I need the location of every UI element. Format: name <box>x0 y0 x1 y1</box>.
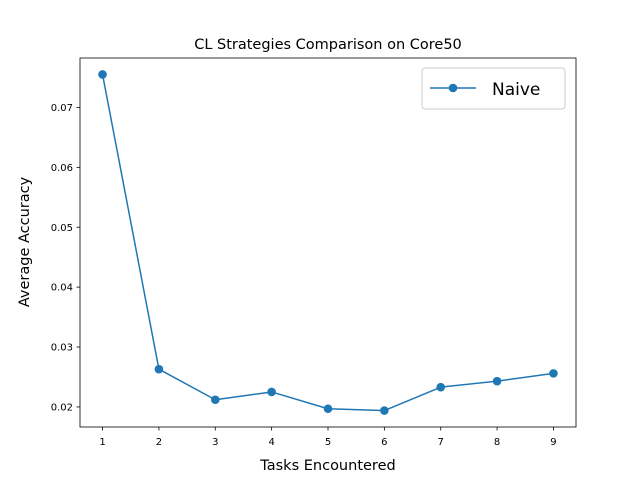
legend: Naive <box>421 67 566 110</box>
legend-marker-swatch <box>448 83 458 93</box>
chart-title: CL Strategies Comparison on Core50 <box>194 37 462 53</box>
x-tick-label: 8 <box>494 437 500 448</box>
x-tick-label: 7 <box>438 437 444 448</box>
x-axis-label: Tasks Encountered <box>259 458 395 474</box>
data-point <box>154 364 164 374</box>
data-point <box>380 406 389 415</box>
y-tick-label: 0.04 <box>51 283 73 294</box>
x-tick-label: 4 <box>268 437 274 448</box>
legend-entry-naive: Naive <box>492 80 540 100</box>
y-tick-label: 0.06 <box>51 163 73 174</box>
x-tick-label: 9 <box>550 437 556 448</box>
plot-series <box>98 70 558 415</box>
x-tick-label: 6 <box>381 437 387 448</box>
x-tick-label: 5 <box>325 437 331 448</box>
y-tick-label: 0.05 <box>51 223 73 234</box>
y-tick-label: 0.02 <box>51 403 73 414</box>
data-point <box>267 387 276 397</box>
data-point <box>549 369 558 378</box>
y-axis-ticks: 0.02 0.03 0.04 0.05 0.06 0.07 <box>51 103 80 414</box>
x-tick-label: 2 <box>156 437 162 448</box>
data-point <box>436 382 446 392</box>
x-axis-ticks: 1 2 3 4 5 6 7 8 9 <box>99 427 557 448</box>
y-tick-label: 0.07 <box>51 103 73 114</box>
data-point <box>323 404 333 414</box>
y-tick-label: 0.03 <box>51 343 73 354</box>
data-point <box>210 395 220 405</box>
x-tick-label: 1 <box>99 437 105 448</box>
y-axis-label: Average Accuracy <box>17 176 33 307</box>
x-tick-label: 3 <box>212 437 218 448</box>
data-point <box>98 70 107 79</box>
plot-frame <box>79 57 577 428</box>
data-point <box>492 376 502 386</box>
legend-box <box>421 67 566 110</box>
